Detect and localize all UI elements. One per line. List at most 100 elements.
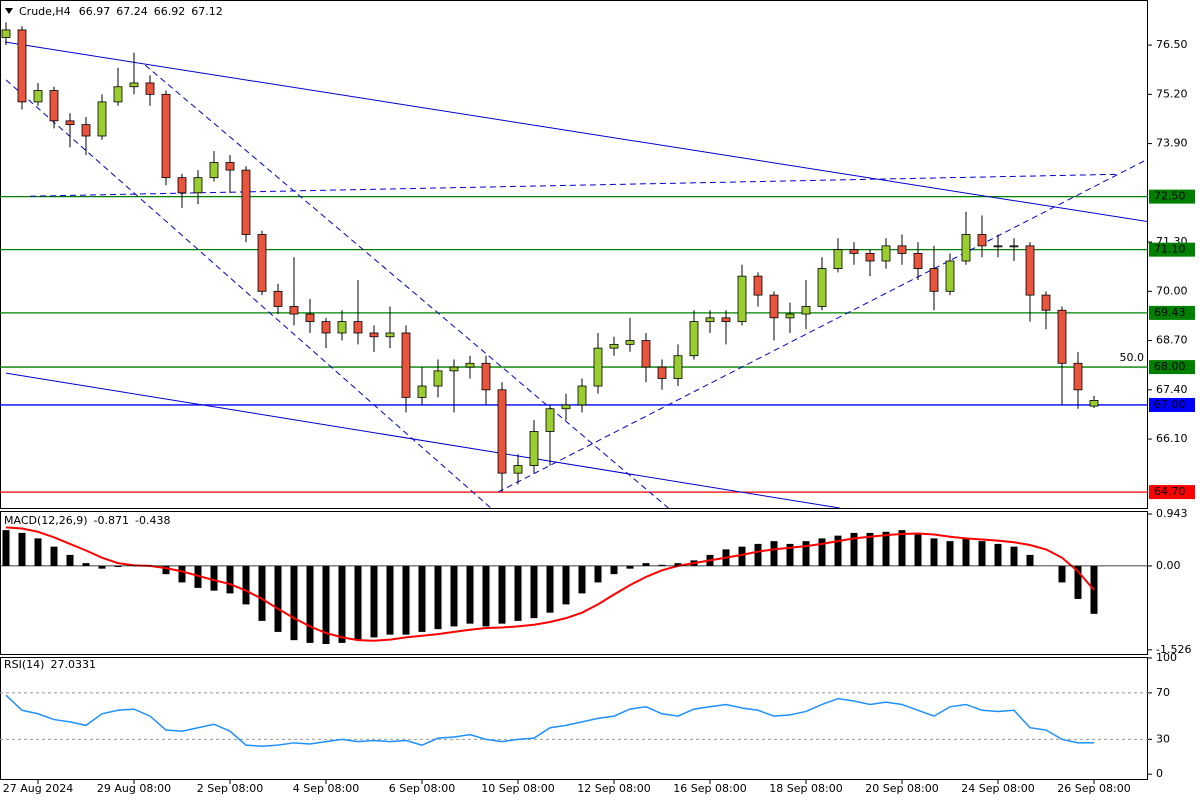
candle-body — [785, 313, 795, 319]
macd-bar — [482, 565, 490, 627]
candle-body — [417, 385, 427, 398]
header-low: 66.92 — [154, 5, 186, 18]
candle-body — [881, 245, 891, 262]
macd-bar — [882, 531, 890, 566]
candle-body — [305, 313, 315, 323]
candle-body — [1025, 245, 1035, 296]
header-open: 66.97 — [79, 5, 111, 18]
candle-body — [449, 366, 459, 372]
macd-bar — [322, 565, 330, 644]
macd-bar — [50, 546, 58, 566]
macd-bar — [290, 565, 298, 641]
macd-bar — [1074, 565, 1082, 599]
macd-bar — [18, 532, 26, 566]
y-tick-label: 68.70 — [1156, 334, 1188, 347]
candle-body — [545, 408, 555, 432]
candle-body — [593, 347, 603, 387]
candle-body — [33, 90, 43, 103]
candle-body — [913, 253, 923, 269]
macd-bar — [850, 532, 858, 566]
level-label: 72.50 — [1154, 190, 1186, 203]
candle-body — [241, 169, 251, 235]
level-box — [1149, 360, 1195, 375]
candle-body — [945, 260, 955, 292]
candle-body — [689, 321, 699, 357]
macd-bar — [242, 565, 250, 605]
rsi-line — [5, 694, 1095, 748]
y-tick-label: 0 — [1156, 767, 1163, 780]
macd-bar — [82, 563, 90, 566]
candle-body — [97, 101, 107, 137]
macd-bar — [162, 565, 170, 575]
candle-body — [65, 120, 75, 126]
macd-bar — [754, 543, 762, 566]
candle-body — [657, 366, 667, 379]
macd-bar — [210, 565, 218, 591]
candle-body — [193, 177, 203, 194]
price-header: Crude,H4 66.97 67.24 66.92 67.12 — [19, 5, 223, 18]
level-label: 69.43 — [1154, 306, 1186, 319]
y-tick-label: 70 — [1156, 686, 1170, 699]
macd-bar — [834, 535, 842, 566]
x-tick-label: 4 Sep 08:00 — [293, 782, 359, 795]
level-box — [1149, 397, 1195, 412]
candle-body — [385, 332, 395, 338]
macd-bar — [738, 546, 746, 566]
macd-bar — [546, 565, 554, 613]
candle-body — [1089, 400, 1099, 407]
macd-bar — [802, 541, 810, 566]
candle-body — [49, 90, 59, 122]
candle-body — [625, 340, 635, 345]
candle-body — [81, 124, 91, 137]
macd-header: MACD(12,26,9) -0.871 -0.438 — [4, 514, 170, 527]
macd-bar — [418, 565, 426, 632]
macd-bar — [962, 538, 970, 566]
macd-bar — [770, 541, 778, 566]
macd-bar — [946, 541, 954, 566]
macd-bar — [66, 554, 74, 566]
y-tick-label: 0.00 — [1156, 559, 1181, 572]
signal-line — [5, 526, 1095, 642]
macd-bar — [226, 565, 234, 594]
candle-body — [673, 355, 683, 379]
price-panel — [0, 0, 1148, 509]
rsi-panel — [0, 657, 1148, 780]
trend-line — [29, 173, 1120, 197]
candle-body — [321, 321, 331, 334]
candle-body — [865, 253, 875, 262]
level-note: 50.0 — [1120, 351, 1145, 364]
macd-bar — [386, 565, 394, 635]
x-tick-label: 24 Sep 08:00 — [961, 782, 1034, 795]
header-close: 67.12 — [191, 5, 223, 18]
macd-bar — [466, 565, 474, 624]
candle-body — [433, 370, 443, 387]
candle-body — [577, 385, 587, 406]
y-tick-label: 66.10 — [1156, 432, 1188, 445]
y-tick-label: -1.526 — [1156, 643, 1191, 656]
candle-body — [769, 294, 779, 319]
candle-body — [113, 86, 123, 103]
menu-arrow[interactable] — [5, 8, 13, 14]
candle-body — [209, 162, 219, 179]
macd-bar — [930, 538, 938, 566]
macd-bar — [658, 564, 666, 566]
x-tick-label: 10 Sep 08:00 — [481, 782, 554, 795]
candle-body — [161, 93, 171, 179]
y-tick-label: 30 — [1156, 732, 1170, 745]
trend-line — [144, 64, 669, 508]
plot-area: 50.0 — [0, 22, 1148, 508]
macd-bar — [306, 565, 314, 643]
candle-body — [369, 332, 379, 338]
candle-body — [609, 343, 619, 349]
candle-body — [465, 362, 475, 368]
macd-bar — [498, 565, 506, 624]
macd-bar — [994, 543, 1002, 566]
macd-bar — [626, 565, 634, 569]
macd-bar — [642, 563, 650, 566]
x-tick-label: 6 Sep 08:00 — [389, 782, 455, 795]
macd-bar — [178, 565, 186, 583]
candle-body — [273, 290, 283, 307]
candle-body — [481, 362, 491, 391]
